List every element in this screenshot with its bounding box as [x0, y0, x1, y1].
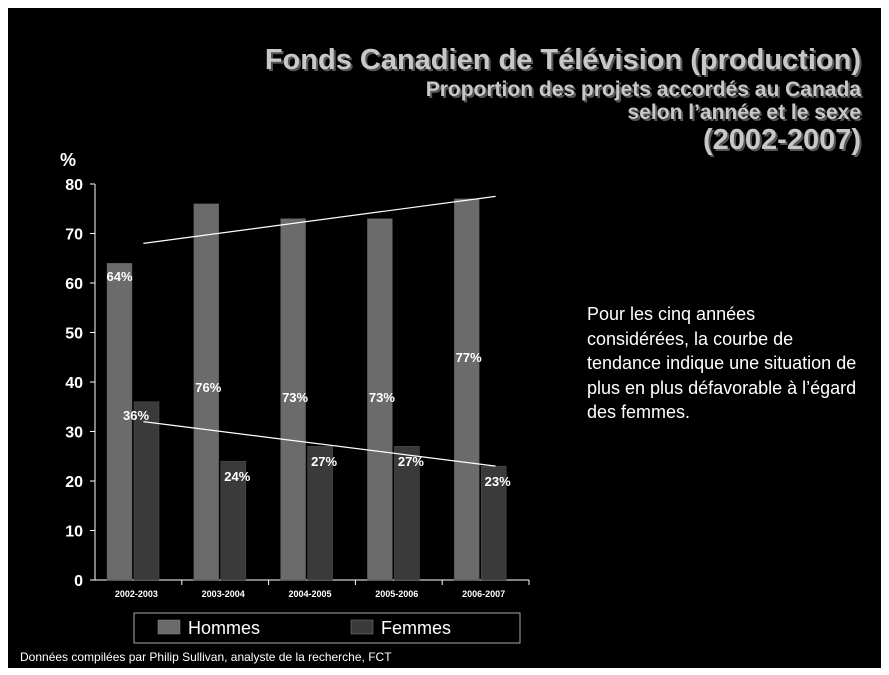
- data-label-hommes: 76%: [195, 380, 221, 395]
- legend-swatch-hommes: [157, 619, 181, 635]
- legend-swatch-femmes: [350, 619, 374, 635]
- slide-subtitle-line2: selon l’année et le sexe: [627, 101, 861, 124]
- bar-chart: 0 10 20 30 40 50 60 70 80% 2002-2003 2003-2004 2004…: [60, 150, 530, 644]
- slide-year-range: (2002-2007): [703, 124, 861, 156]
- x-tick-label: 2004-2005: [288, 589, 331, 599]
- bar-femmes: [133, 401, 160, 581]
- data-label-hommes: 77%: [456, 350, 482, 365]
- y-tick-label: 60: [65, 276, 83, 293]
- y-tick-label: 50: [65, 326, 83, 343]
- x-tick-label: 2003-2004: [202, 589, 245, 599]
- y-tick-label: 10: [65, 524, 83, 541]
- bar-hommes: [453, 198, 480, 581]
- data-label-hommes: 64%: [106, 269, 132, 284]
- trendline-femmes: [143, 421, 496, 467]
- bar-hommes: [106, 262, 133, 581]
- chart-commentary: Pour les cinq années considérées, la cou…: [587, 304, 857, 422]
- bar-hommes: [367, 218, 393, 581]
- data-label-femmes: 36%: [123, 408, 149, 423]
- y-tick-label: 70: [65, 227, 83, 244]
- data-label-femmes: 23%: [485, 474, 511, 489]
- data-label-femmes: 24%: [224, 469, 250, 484]
- y-axis-unit: %: [60, 150, 76, 170]
- trendline-hommes: [143, 195, 496, 244]
- data-label-hommes: 73%: [369, 390, 395, 405]
- slide-subtitle-line1: Proportion des projets accordés au Canad…: [425, 78, 861, 101]
- y-tick-label: 40: [65, 375, 83, 392]
- legend-label-hommes: Hommes: [188, 618, 260, 638]
- x-tick-label: 2005-2006: [375, 589, 418, 599]
- x-tick-label: 2002-2003: [115, 589, 158, 599]
- y-tick-label: 30: [65, 425, 83, 442]
- slide-title: Fonds Canadien de Télévision (production…: [264, 44, 861, 76]
- data-label-femmes: 27%: [398, 454, 424, 469]
- y-tick-label: 0: [74, 573, 83, 590]
- data-label-femmes: 27%: [311, 454, 337, 469]
- bar-femmes: [220, 460, 247, 581]
- legend-label-femmes: Femmes: [381, 618, 451, 638]
- x-tick-label: 2006-2007: [462, 589, 505, 599]
- slide: Fonds Canadien de Télévision (production…: [8, 8, 881, 668]
- data-label-hommes: 73%: [282, 390, 308, 405]
- y-tick-label: 20: [65, 474, 83, 491]
- bar-femmes: [480, 465, 507, 581]
- bar-femmes: [394, 446, 420, 581]
- source-footnote: Données compilées par Philip Sullivan, a…: [20, 650, 392, 664]
- bar-femmes: [307, 446, 333, 581]
- legend-box: [133, 612, 521, 644]
- bar-hommes: [193, 203, 220, 581]
- bar-hommes: [280, 218, 306, 581]
- y-tick-label: 80: [65, 177, 83, 194]
